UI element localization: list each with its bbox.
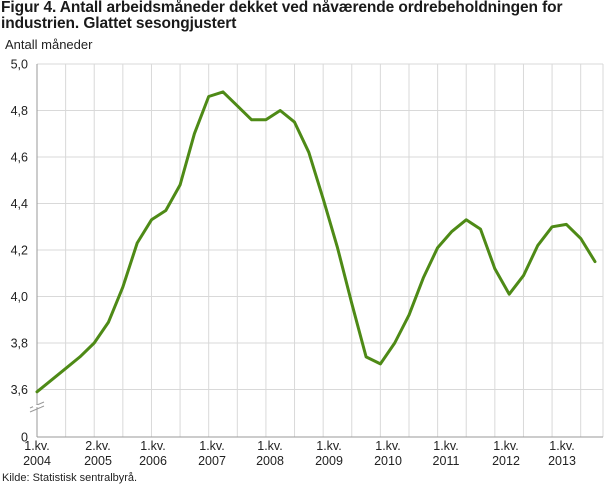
data-point	[537, 244, 539, 246]
series-line	[35, 90, 597, 394]
y-tick-label: 3,8	[11, 337, 28, 351]
data-point	[451, 230, 453, 232]
data-point	[179, 184, 181, 186]
data-point	[79, 356, 81, 358]
data-point	[308, 151, 310, 153]
data-point	[165, 209, 167, 212]
y-tick-label: 4,2	[11, 244, 28, 258]
data-point	[251, 119, 253, 121]
data-point	[293, 121, 296, 123]
x-tick-label: 2009	[315, 454, 343, 468]
series	[35, 90, 597, 394]
data-point	[394, 342, 396, 344]
axis-break-mark	[29, 405, 45, 413]
x-tick-label: 1.kv.	[493, 439, 518, 453]
x-tick-label: 2007	[198, 454, 226, 468]
data-point	[236, 105, 238, 107]
y-tick-label: 0	[21, 431, 28, 445]
x-tick-label: 2012	[492, 454, 520, 468]
data-point	[437, 247, 439, 249]
data-point	[351, 302, 353, 305]
y-tick-label: 4,8	[11, 104, 28, 118]
data-point	[65, 368, 67, 370]
data-point	[422, 277, 424, 279]
data-point	[594, 261, 596, 263]
x-tick-label: 2005	[84, 454, 112, 468]
data-point	[36, 391, 38, 393]
y-tick-label: 4,6	[11, 151, 28, 165]
data-point	[580, 237, 582, 239]
data-point	[494, 268, 496, 270]
y-tick-label: 4,0	[11, 290, 28, 304]
x-tick-label: 1.kv.	[316, 439, 341, 453]
data-point	[408, 314, 410, 316]
data-point	[322, 198, 324, 200]
y-tick-label: 4,4	[11, 197, 28, 211]
x-tick-label: 1.kv.	[140, 439, 165, 453]
data-point	[50, 379, 52, 381]
data-point	[465, 219, 467, 221]
data-point	[150, 219, 153, 221]
data-point	[279, 109, 281, 112]
x-tick-label: 1.kv.	[549, 439, 574, 453]
x-tick-label: 2004	[23, 454, 51, 468]
y-tick-label: 5,0	[11, 58, 28, 72]
x-tick-label: 1.kv.	[433, 439, 458, 453]
data-point	[336, 247, 339, 249]
data-point	[522, 275, 525, 277]
data-point	[265, 119, 267, 121]
x-tick-label: 2006	[139, 454, 167, 468]
x-tick-label: 2013	[548, 454, 576, 468]
x-tick-label: 1.kv.	[257, 439, 282, 453]
data-point	[136, 242, 138, 244]
x-tick-label: 2.kv.	[85, 439, 110, 453]
y-axis-label: Antall måneder	[5, 37, 93, 52]
data-point	[551, 226, 553, 228]
data-point	[122, 286, 124, 288]
source-note: Kilde: Statistisk sentralbyrå.	[2, 472, 138, 484]
y-tick-labels: 5,0 4,8 4,6 4,4 4,2 4,0 3,8 3,6 0	[11, 58, 28, 445]
data-point	[93, 342, 95, 344]
x-tick-labels: 1.kv.20042.kv.20051.kv.20061.kv.20071.kv…	[23, 439, 576, 468]
data-point	[222, 91, 224, 93]
data-point	[508, 293, 510, 295]
data-point	[379, 363, 381, 365]
x-tick-label: 2008	[256, 454, 284, 468]
x-tick-label: 1.kv.	[375, 439, 400, 453]
grid-lines	[36, 63, 604, 437]
y-tick-label: 3,6	[11, 383, 28, 397]
data-point	[193, 133, 195, 135]
axes	[29, 64, 603, 438]
data-point	[479, 228, 482, 230]
data-point	[208, 95, 210, 98]
x-tick-label: 2010	[374, 454, 402, 468]
x-tick-label: 2011	[433, 454, 460, 468]
data-point	[107, 321, 110, 323]
x-tick-label: 1.kv.	[199, 439, 224, 453]
data-point	[565, 223, 568, 225]
chart-title: Figur 4. Antall arbeidsmåneder dekket ve…	[1, 0, 563, 32]
data-point	[365, 356, 367, 358]
axis-break-gap	[33, 405, 41, 407]
x-tick-label: 1.kv.	[24, 439, 49, 453]
